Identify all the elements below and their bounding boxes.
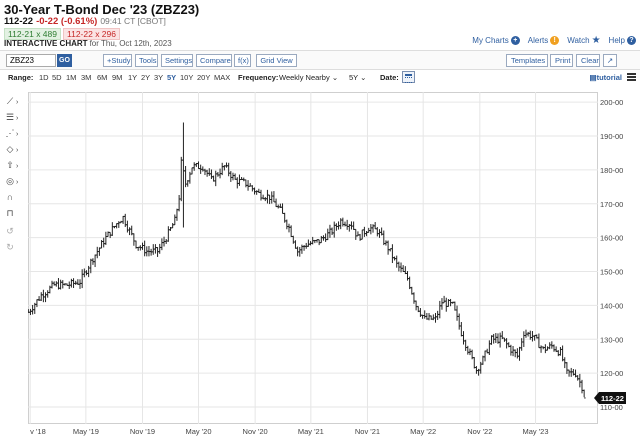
- quote-time: 09:41 CT [CBOT]: [100, 16, 166, 26]
- range-2y[interactable]: 2Y: [141, 73, 151, 82]
- range-20y[interactable]: 20Y: [197, 73, 211, 82]
- last-price-tag: [594, 391, 626, 404]
- my-charts-link[interactable]: My Charts +: [472, 36, 520, 45]
- my-charts-label: My Charts: [472, 36, 509, 45]
- y-tick-label: 140-00: [600, 301, 623, 310]
- bid-badge: 112-21 x 489: [4, 28, 61, 40]
- x-tick-label: v '18: [30, 427, 46, 436]
- tutorial-icon: ▤: [589, 73, 597, 82]
- page-title: 30-Year T-Bond Dec '23 (ZBZ23): [4, 2, 200, 17]
- price-chart[interactable]: 110-00 120-00 130-00 140-00 150-00 160-00 170-…: [28, 92, 640, 442]
- range-1y[interactable]: 1Y: [128, 73, 138, 82]
- expand-icon[interactable]: ↗: [603, 54, 617, 67]
- help-label: Help: [608, 36, 625, 45]
- tutorial-label: tutorial: [596, 73, 622, 82]
- redo-icon[interactable]: ↻: [6, 242, 14, 252]
- magnet-icon[interactable]: ∩: [6, 192, 14, 202]
- watch-link[interactable]: Watch ★: [567, 35, 601, 46]
- range-5y[interactable]: 5Y: [167, 73, 177, 82]
- range-toolbar: Range: 1D 5D 1M 3M 6M 9M 1Y 2Y 3Y 5Y 10Y…: [0, 71, 640, 85]
- fibonacci-tool-icon[interactable]: ☰ ›: [5, 112, 19, 122]
- chevron-down-icon: ⌄: [331, 73, 339, 82]
- y-tick-label: 190-00: [600, 132, 623, 141]
- x-tick-label: May '22: [410, 427, 436, 436]
- templates-button[interactable]: Templates: [506, 54, 548, 67]
- x-tick-label: Nov '20: [243, 427, 268, 436]
- text-tool-icon[interactable]: ⇧ ›: [6, 160, 19, 170]
- period-select[interactable]: 5Y ⌄: [349, 73, 366, 82]
- go-button[interactable]: GO: [57, 54, 72, 67]
- date-label: Date:: [380, 73, 399, 82]
- y-tick-label: 170-00: [600, 200, 623, 209]
- x-tick-label: Nov '19: [130, 427, 155, 436]
- y-tick-label: 110-00: [600, 403, 623, 412]
- y-tick-label: 130-00: [600, 335, 623, 344]
- x-tick-label: Nov '21: [355, 427, 380, 436]
- chart-label-line: INTERACTIVE CHART for Thu, Oct 12th, 2023: [4, 39, 172, 48]
- clear-button[interactable]: Clear: [576, 54, 600, 67]
- x-tick-label: May '21: [298, 427, 324, 436]
- plus-circle-icon: +: [510, 36, 520, 45]
- settings-button[interactable]: Settings: [161, 54, 193, 67]
- range-5d[interactable]: 5D: [52, 73, 62, 82]
- fx-button[interactable]: f(x): [234, 54, 251, 67]
- bid-ask: 112-21 x 489 112-22 x 296: [4, 28, 120, 40]
- question-icon: ?: [627, 36, 636, 45]
- alerts-link[interactable]: Alerts!: [527, 36, 560, 45]
- chart-date-label: for Thu, Oct 12th, 2023: [89, 39, 172, 48]
- range-1m[interactable]: 1M: [66, 73, 77, 82]
- frequency-value: Weekly Nearby: [279, 73, 330, 82]
- symbol-input[interactable]: [6, 54, 56, 67]
- y-tick-label: 200-00: [600, 98, 623, 107]
- y-tick-label: 180-00: [600, 166, 623, 175]
- ask-badge: 112-22 x 296: [63, 28, 120, 40]
- tutorial-link[interactable]: ▤tutorial: [589, 73, 622, 82]
- print-button[interactable]: Print: [550, 54, 573, 67]
- menu-icon[interactable]: [627, 73, 636, 81]
- tools-button[interactable]: Tools: [135, 54, 158, 67]
- alerts-label: Alerts: [527, 36, 549, 45]
- y-tick-label: 160-00: [600, 234, 623, 243]
- quote-line: 112-22 -0-22 (-0.61%) 09:41 CT [CBOT]: [4, 16, 166, 27]
- measure-tool-icon[interactable]: ◎ ›: [6, 176, 19, 186]
- price-change: -0-22 (-0.61%): [36, 16, 98, 27]
- compare-button[interactable]: Compare: [196, 54, 232, 67]
- chevron-down-icon: ⌄: [360, 73, 367, 82]
- x-tick-label: May '20: [185, 427, 211, 436]
- period-value: 5Y: [349, 73, 359, 82]
- interactive-chart-label: INTERACTIVE CHART: [4, 39, 88, 48]
- pattern-tool-icon[interactable]: ⋰ ›: [5, 128, 19, 138]
- x-tick-label: May '19: [73, 427, 99, 436]
- lock-icon[interactable]: ⊓: [6, 208, 14, 218]
- calendar-icon[interactable]: [402, 71, 415, 83]
- y-tick-label: 120-00: [600, 369, 623, 378]
- watch-label: Watch: [567, 36, 590, 45]
- alert-icon: !: [550, 36, 560, 45]
- top-links: My Charts + Alerts! Watch ★ Help?: [472, 35, 636, 46]
- y-tick-label: 150-00: [600, 268, 623, 277]
- last-price: 112-22: [4, 16, 34, 27]
- line-tool-icon[interactable]: ⟋ ›: [6, 96, 19, 106]
- last-price-label: 112-22: [601, 394, 624, 403]
- arrow-tool-icon[interactable]: ◇ ›: [6, 144, 19, 154]
- x-tick-label: May '23: [523, 427, 549, 436]
- range-10y[interactable]: 10Y: [180, 73, 194, 82]
- star-icon: ★: [591, 35, 601, 46]
- range-label: Range:: [8, 73, 34, 82]
- grid-view-button[interactable]: Grid View: [256, 54, 297, 67]
- undo-icon[interactable]: ↺: [6, 226, 14, 236]
- frequency-label: Frequency:: [238, 73, 279, 82]
- add-study-button[interactable]: +Study: [103, 54, 132, 67]
- range-3m[interactable]: 3M: [81, 73, 92, 82]
- frequency-select[interactable]: Weekly Nearby ⌄: [279, 73, 338, 82]
- range-max[interactable]: MAX: [214, 73, 231, 82]
- range-1d[interactable]: 1D: [39, 73, 49, 82]
- range-9m[interactable]: 9M: [112, 73, 123, 82]
- range-6m[interactable]: 6M: [97, 73, 108, 82]
- x-tick-label: Nov '22: [467, 427, 492, 436]
- help-link[interactable]: Help?: [609, 36, 636, 45]
- main-toolbar: GO +Study Tools Settings Compare f(x) Gr…: [0, 50, 640, 70]
- range-3y[interactable]: 3Y: [154, 73, 164, 82]
